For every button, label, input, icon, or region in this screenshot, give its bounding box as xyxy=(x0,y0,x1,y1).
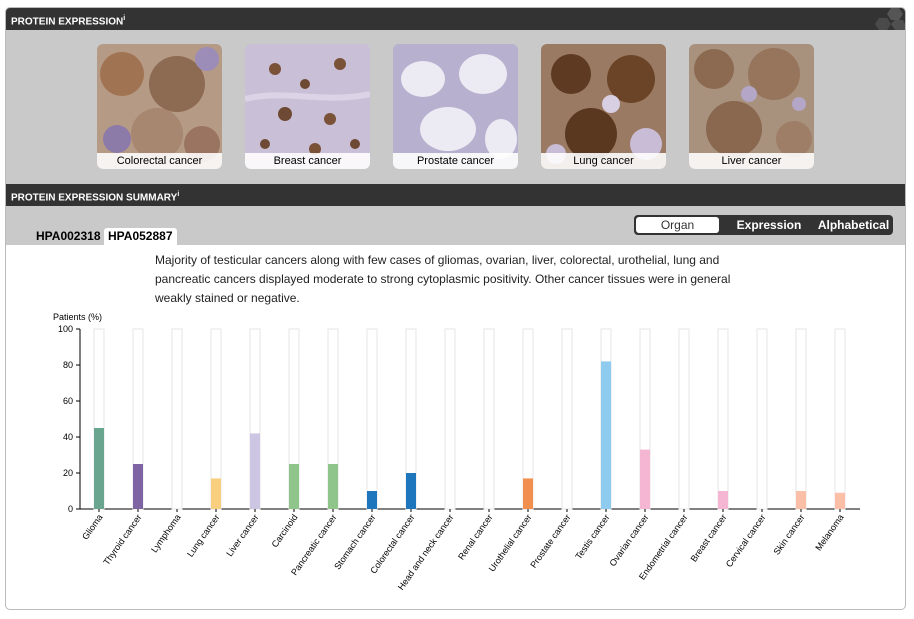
x-tick-label: Thyroid cancer xyxy=(101,512,143,567)
x-tick-label: Carcinoid xyxy=(270,512,300,549)
bar xyxy=(718,491,728,509)
info-icon[interactable]: i xyxy=(123,15,126,22)
y-tick-label: 20 xyxy=(63,468,73,478)
sort-toggle: Organ Expression Alphabetical xyxy=(634,215,893,235)
tissue-caption: Liver cancer xyxy=(689,153,814,169)
x-tick-label: Glioma xyxy=(80,512,105,541)
protein-expression-header: PROTEIN EXPRESSIONi xyxy=(6,8,905,30)
bar xyxy=(133,464,143,509)
bar-background xyxy=(366,328,378,510)
x-tick-label: Testis cancer xyxy=(573,512,611,561)
bar xyxy=(640,449,650,509)
bar xyxy=(289,464,299,509)
antibody-tab-hpa002318[interactable]: HPA002318 xyxy=(36,229,101,243)
tissue-caption: Prostate cancer xyxy=(393,153,518,169)
antibody-tab-hpa052887[interactable]: HPA052887 xyxy=(104,228,177,245)
x-tick-label: Renal cancer xyxy=(456,512,495,561)
x-tick-label: Skin cancer xyxy=(771,512,806,556)
x-tick-label: Cervical cancer xyxy=(724,512,768,569)
sort-alphabetical-button[interactable]: Alphabetical xyxy=(817,218,890,232)
bar-background xyxy=(444,328,456,510)
bar xyxy=(367,491,377,509)
y-tick-label: 40 xyxy=(63,432,73,442)
tissue-caption: Colorectal cancer xyxy=(97,153,222,169)
bar-background xyxy=(483,328,495,510)
bar-background xyxy=(756,328,768,510)
x-tick-label: Melanoma xyxy=(813,512,845,552)
tissue-image-lung[interactable]: Lung cancer xyxy=(541,44,666,169)
bar xyxy=(523,478,533,509)
bar xyxy=(835,492,845,509)
tissue-caption: Breast cancer xyxy=(245,153,370,169)
tissue-image-breast[interactable]: Breast cancer xyxy=(245,44,370,169)
y-axis-label: Patients (%) xyxy=(53,312,102,322)
x-tick-label: Prostate cancer xyxy=(528,512,572,569)
tissue-image-colorectal[interactable]: Colorectal cancer xyxy=(97,44,222,169)
sort-expression-button[interactable]: Expression xyxy=(736,218,802,232)
tissue-image xyxy=(689,44,814,169)
tissue-image xyxy=(393,44,518,169)
bar xyxy=(250,433,260,509)
tissue-caption: Lung cancer xyxy=(541,153,666,169)
y-tick-label: 60 xyxy=(63,396,73,406)
x-tick-label: Lung cancer xyxy=(185,512,222,558)
bar-background xyxy=(171,328,183,510)
tissue-image xyxy=(245,44,370,169)
x-tick-label: Lymphoma xyxy=(149,512,183,554)
expression-summary-text: Majority of testicular cancers along wit… xyxy=(155,253,731,305)
protein-expression-title: PROTEIN EXPRESSION xyxy=(11,16,124,28)
bar-background xyxy=(795,328,807,510)
x-tick-label: Urothelial cancer xyxy=(487,512,534,573)
bar xyxy=(406,473,416,509)
protein-expression-summary-header: PROTEIN EXPRESSION SUMMARYi xyxy=(6,184,905,206)
bar-background xyxy=(717,328,729,510)
y-tick-label: 0 xyxy=(68,504,73,514)
hexagon-logo-icon xyxy=(875,8,905,30)
tissue-image-prostate[interactable]: Prostate cancer xyxy=(393,44,518,169)
tissue-image-liver[interactable]: Liver cancer xyxy=(689,44,814,169)
bar xyxy=(94,428,104,509)
bar xyxy=(796,491,806,509)
bar-background xyxy=(834,328,846,510)
protein-expression-summary-title: PROTEIN EXPRESSION SUMMARY xyxy=(11,192,178,204)
bar xyxy=(328,464,338,509)
x-tick-label: Liver cancer xyxy=(224,512,260,558)
info-icon[interactable]: i xyxy=(177,191,180,198)
y-tick-label: 100 xyxy=(58,324,73,334)
bar-background xyxy=(561,328,573,510)
bar-background xyxy=(678,328,690,510)
tissue-image xyxy=(97,44,222,169)
sort-organ-button[interactable]: Organ xyxy=(636,217,719,233)
y-tick-label: 80 xyxy=(63,360,73,370)
x-tick-label: Breast cancer xyxy=(689,512,729,563)
x-tick-label: Stomach cancer xyxy=(332,512,377,571)
tissue-image-gallery: Colorectal cancer Breast cancer Prostate… xyxy=(6,30,905,184)
x-tick-label: Ovarian cancer xyxy=(607,512,650,568)
bar xyxy=(211,478,221,509)
protein-expression-panel: PROTEIN EXPRESSIONi Colorectal cancer xyxy=(5,7,906,610)
bar xyxy=(601,361,611,509)
